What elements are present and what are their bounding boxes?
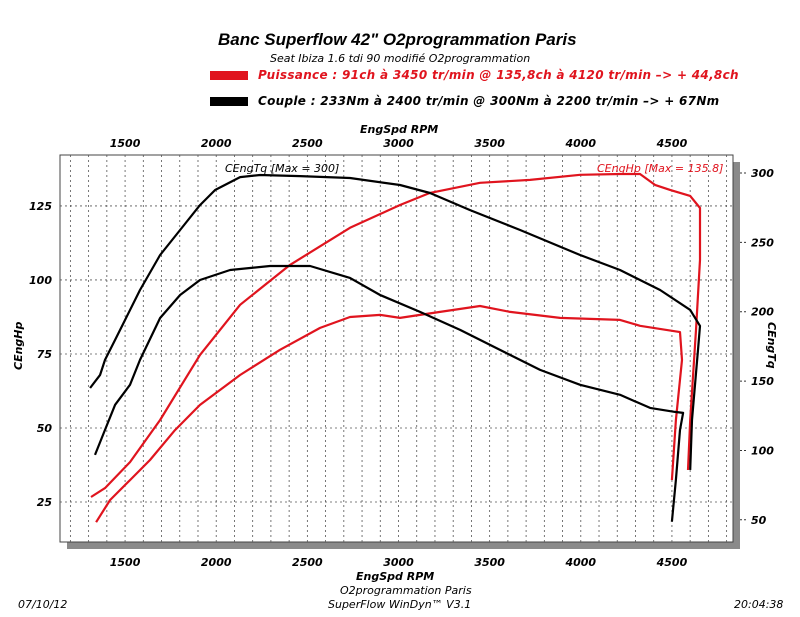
x-tick-label-top: 2500 (292, 137, 323, 150)
y2-tick-label: 100 (751, 444, 774, 457)
y-tick-label: 50 (37, 422, 53, 435)
x-tick-label-bottom: 1500 (110, 556, 141, 569)
x-axis-title-top: EngSpd RPM (360, 123, 438, 136)
legend-torque-label: Couple : 233Nm à 2400 tr/min @ 300Nm à 2… (258, 94, 720, 108)
torque-max-annotation: CEngTq [Max = 300] (225, 162, 339, 175)
footer-date: 07/10/12 (18, 598, 68, 611)
x-tick-label-top: 3500 (474, 137, 505, 150)
y2-tick-label: 300 (751, 167, 774, 180)
y-tick-label: 25 (37, 496, 53, 509)
y-axis-title-right: CEngTq (765, 322, 778, 369)
footer-company: O2programmation Paris (340, 584, 472, 597)
legend-swatch-black (210, 97, 248, 106)
x-tick-label-top: 4500 (656, 137, 688, 150)
y2-tick-label: 50 (751, 514, 767, 527)
series-line-puissance-origine (95, 304, 684, 523)
x-tick-label-top: 1500 (110, 137, 141, 150)
series-line-couple-modifie (89, 173, 702, 470)
x-axis-title-bottom: EngSpd RPM (356, 570, 434, 583)
footer-software: SuperFlow WinDyn™ V3.1 (328, 598, 472, 611)
y2-tick-label: 150 (751, 375, 774, 388)
y2-tick-label: 250 (751, 236, 774, 249)
y-tick-label: 75 (37, 348, 53, 361)
power-max-annotation: CEngHp [Max = 135.8] (597, 162, 723, 175)
x-tick-label-bottom: 3000 (383, 556, 414, 569)
y-axis-title-left: CEngHp (12, 322, 25, 370)
chart-subtitle: Seat Ibiza 1.6 tdi 90 modifié O2programm… (270, 52, 531, 65)
chart-title: Banc Superflow 42" O2programmation Paris (218, 30, 577, 49)
footer-time: 20:04:38 (734, 598, 784, 611)
series-line-puissance-modifiee (90, 172, 702, 498)
legend-power: Puissance : 91ch à 3450 tr/min @ 135,8ch… (210, 68, 739, 82)
series-line-couple-origine (93, 264, 685, 522)
legend-torque: Couple : 233Nm à 2400 tr/min @ 300Nm à 2… (210, 94, 719, 108)
x-tick-label-top: 2000 (201, 137, 232, 150)
plot-frame (59, 154, 734, 543)
x-tick-label-bottom: 3500 (474, 556, 505, 569)
x-tick-label-bottom: 2500 (292, 556, 323, 569)
x-tick-label-bottom: 4500 (656, 556, 688, 569)
legend-power-label: Puissance : 91ch à 3450 tr/min @ 135,8ch… (258, 68, 739, 82)
y2-tick-label: 200 (751, 306, 774, 319)
y-tick-label: 100 (29, 274, 52, 287)
y-tick-label: 125 (29, 200, 52, 213)
x-tick-label-bottom: 4000 (564, 556, 596, 569)
legend-swatch-red (210, 71, 248, 80)
x-tick-label-bottom: 2000 (201, 556, 232, 569)
x-tick-label-top: 4000 (564, 137, 596, 150)
x-tick-label-top: 3000 (383, 137, 414, 150)
